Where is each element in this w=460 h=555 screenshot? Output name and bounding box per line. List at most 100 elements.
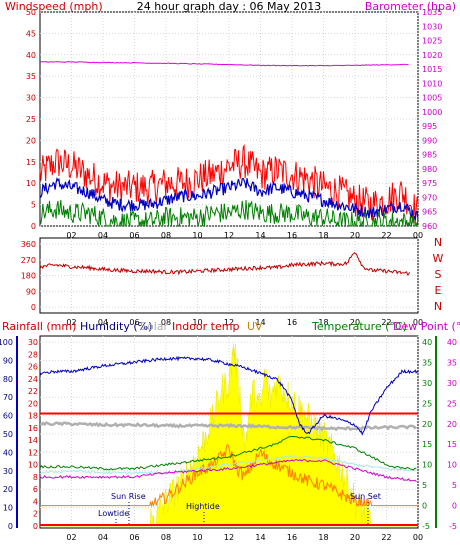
rain-tick-label: 18: [28, 412, 38, 421]
temp-tick-label: 15: [422, 440, 432, 449]
compass-label: E: [435, 284, 442, 297]
barometer-tick-label: 1015: [422, 65, 442, 74]
wind-panel: 0510152025303540455096096597097598098599…: [5, 0, 456, 240]
x-tick-label: 20: [350, 231, 360, 240]
compass-label: N: [434, 300, 442, 313]
rain-tick-label: 2: [33, 510, 38, 519]
wind-tick-label: 45: [26, 29, 36, 38]
annotation-label: Sun Rise: [111, 492, 146, 501]
wind-tick-label: 40: [26, 51, 36, 60]
compass-label: S: [435, 268, 442, 281]
x-tick-label: 10: [192, 533, 202, 542]
compass-label: W: [433, 252, 444, 265]
barometer-series-line: [39, 61, 409, 67]
humidity-tick-label: 90: [3, 356, 13, 365]
x-tick-label: 20: [350, 533, 360, 542]
dewpoint-tick-label: 10: [447, 461, 457, 470]
wind-tick-label: 5: [31, 201, 36, 210]
x-tick-label: 12: [224, 231, 234, 240]
barometer-tick-label: 1035: [422, 8, 442, 17]
wind-tick-label: 25: [26, 115, 36, 124]
dewpoint-tick-label: 0: [452, 502, 457, 511]
x-tick-label: 12: [224, 533, 234, 542]
barometer-tick-label: 1020: [422, 51, 442, 60]
x-tick-label: 14: [255, 533, 265, 542]
x-tick-label: 00: [413, 318, 423, 327]
x-tick-label: 06: [129, 231, 139, 240]
wind-tick-label: 35: [26, 72, 36, 81]
barometer-tick-label: 985: [422, 151, 437, 160]
x-tick-label: 02: [66, 533, 76, 542]
rain-tick-label: 8: [33, 473, 38, 482]
x-tick-label: 22: [381, 318, 391, 327]
x-tick-label: 20: [350, 318, 360, 327]
temp-tick-label: 5: [422, 481, 427, 490]
x-tick-label: 08: [161, 231, 171, 240]
wind-tick-label: 20: [26, 136, 36, 145]
x-tick-label: 14: [255, 231, 265, 240]
humidity-tick-label: 0: [8, 522, 13, 531]
barometer-tick-label: 990: [422, 136, 437, 145]
rain-tick-label: 12: [28, 448, 38, 457]
annotation-label: Hightide: [186, 502, 220, 511]
x-tick-label: 18: [318, 533, 328, 542]
wind-axis-label: Windspeed (mph): [5, 0, 103, 13]
humidity-tick-label: 30: [3, 467, 13, 476]
rain-tick-label: 20: [28, 399, 38, 408]
rain-tick-label: 16: [28, 424, 38, 433]
x-tick-label: 06: [129, 318, 139, 327]
compass-label: N: [434, 236, 442, 249]
barometer-tick-label: 975: [422, 179, 437, 188]
barometer-tick-label: 1030: [422, 22, 442, 31]
x-tick-label: 22: [381, 533, 391, 542]
rain-tick-label: 22: [28, 387, 38, 396]
dewpoint-tick-label: 25: [447, 399, 457, 408]
direction-tick-label: 180: [21, 272, 36, 281]
x-tick-label: 02: [66, 231, 76, 240]
direction-tick-label: 270: [21, 256, 36, 265]
barometer-tick-label: 980: [422, 165, 437, 174]
dewpoint-tick-label: 30: [447, 379, 457, 388]
grey-series-line: [39, 421, 418, 432]
cyan-series-line: [39, 454, 417, 475]
humidity-tick-label: 20: [3, 485, 13, 494]
dewpoint-tick-label: 40: [447, 338, 457, 347]
x-tick-label: 04: [98, 318, 108, 327]
wind-tick-label: 50: [26, 8, 36, 17]
humidity-tick-label: 10: [3, 504, 13, 513]
wind-tick-label: 10: [26, 179, 36, 188]
rain-tick-label: 30: [28, 338, 38, 347]
humidity-series-line: [39, 355, 419, 436]
barometer-tick-label: 965: [422, 208, 437, 217]
legend-entry: Humidity (%): [80, 320, 152, 333]
temp-tick-label: 25: [422, 399, 432, 408]
rain-tick-label: 26: [28, 363, 38, 372]
x-tick-label: 14: [255, 318, 265, 327]
x-tick-label: 16: [287, 318, 297, 327]
x-tick-label: 12: [224, 318, 234, 327]
dewpoint-tick-label: 35: [447, 358, 457, 367]
humidity-tick-label: 60: [3, 412, 13, 421]
legend-entry: Temperature (°C): [311, 320, 407, 333]
x-tick-label: 04: [98, 533, 108, 542]
rain-tick-label: 0: [33, 522, 38, 531]
barometer-tick-label: 995: [422, 122, 437, 131]
legend-entry: UV: [247, 320, 263, 333]
x-tick-label: 22: [381, 231, 391, 240]
x-tick-label: 18: [318, 318, 328, 327]
rain-tick-label: 28: [28, 350, 38, 359]
x-tick-label: 10: [192, 231, 202, 240]
x-tick-label: 08: [161, 533, 171, 542]
direction-tick-label: 360: [21, 240, 36, 249]
rain-tick-label: 6: [33, 485, 38, 494]
x-tick-label: 06: [129, 533, 139, 542]
dewpoint-tick-label: 15: [447, 440, 457, 449]
dewpoint-tick-label: 5: [452, 481, 457, 490]
annotation-label: Sun Set: [350, 492, 381, 501]
temp-tick-label: 30: [422, 379, 432, 388]
barometer-tick-label: 1000: [422, 108, 442, 117]
legend-entry: Solar: [140, 320, 169, 333]
humidity-tick-label: 50: [3, 430, 13, 439]
